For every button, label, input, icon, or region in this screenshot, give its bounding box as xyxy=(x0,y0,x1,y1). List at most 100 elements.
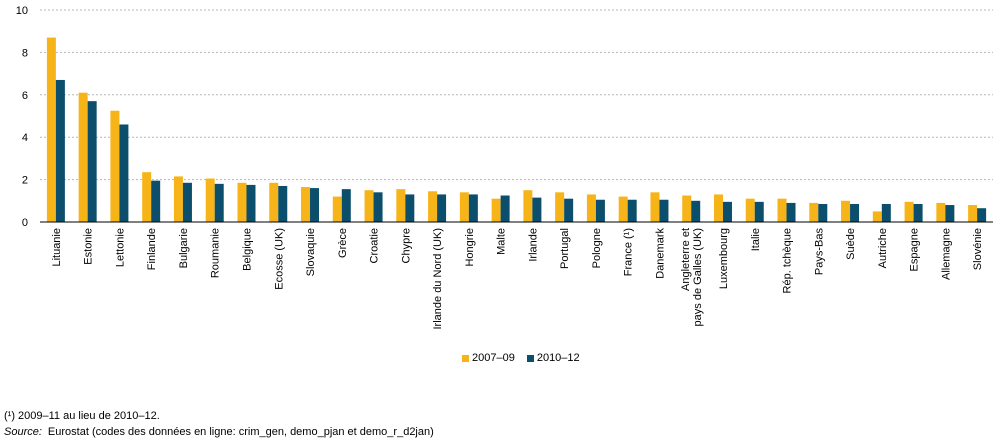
x-tick-label: Croatie xyxy=(369,228,381,263)
legend-item-series-2: 2010–12 xyxy=(526,352,580,364)
x-tick-label-line: Croatie xyxy=(369,228,381,263)
x-tick-label-line: Pologne xyxy=(591,228,603,268)
x-tick-label-text: Slovénie xyxy=(972,228,984,270)
x-tick-label-text: Finlande xyxy=(146,228,158,270)
bar-chart: 0 2 4 6 8 10 Lituanie Estonie Lettonie Finlande B… xyxy=(16,5,993,330)
bar-series-2 xyxy=(341,189,351,222)
x-tick-label: Autriche xyxy=(877,228,889,268)
x-tick-label-line: Slovénie xyxy=(972,228,984,270)
x-tick-label: Roumanie xyxy=(210,228,222,278)
x-tick-label: Luxembourg xyxy=(718,228,730,289)
bar-series-2 xyxy=(437,194,447,222)
x-tick-label: Allemagne xyxy=(940,228,952,280)
x-tick-label-text: Hongrie xyxy=(464,228,476,267)
bar-series-1 xyxy=(777,198,787,222)
bar-series-1 xyxy=(396,189,406,222)
x-tick-label-line: Angleterre et xyxy=(680,228,692,291)
x-tick-label: France (¹) xyxy=(623,228,635,276)
bars xyxy=(46,37,987,223)
y-tick-label: 4 xyxy=(22,132,28,144)
bar-series-2 xyxy=(468,194,478,222)
x-tick-label-text: Slovaquie xyxy=(305,228,317,276)
legend-label-series-2: 2010–12 xyxy=(536,352,580,364)
x-tick-label-line: Slovaquie xyxy=(305,228,317,276)
bar-series-1 xyxy=(428,191,438,222)
y-tick-label: 10 xyxy=(16,5,28,17)
x-tick-label-line: Pays-Bas xyxy=(813,228,825,276)
x-tick-label: Finlande xyxy=(146,228,158,270)
x-tick-label: Portugal xyxy=(559,228,571,269)
x-axis-labels: Lituanie Estonie Lettonie Finlande Bulgarie R… xyxy=(51,228,984,330)
bar-series-1 xyxy=(618,196,628,222)
y-tick-label: 8 xyxy=(22,47,28,59)
bar-series-1 xyxy=(269,182,279,222)
bar-series-2 xyxy=(627,199,637,222)
bar-series-2 xyxy=(564,198,574,222)
x-tick-label-line: Lituanie xyxy=(51,228,63,267)
bar-series-1 xyxy=(459,192,469,222)
bar-series-1 xyxy=(237,182,247,222)
y-tick-label: 6 xyxy=(22,90,28,102)
y-tick-label: 2 xyxy=(22,175,28,187)
bar-series-1 xyxy=(968,205,978,222)
legend: 2007–09 2010–12 xyxy=(462,352,580,364)
x-tick-label-text: Lituanie xyxy=(51,228,63,267)
x-tick-label: Slovaquie xyxy=(305,228,317,276)
x-tick-label-text: Bulgarie xyxy=(178,228,190,268)
x-tick-label-text: Malte xyxy=(496,228,508,255)
bar-series-1 xyxy=(205,178,215,222)
x-tick-label: Danemark xyxy=(654,228,666,279)
x-tick-label-line: Hongrie xyxy=(464,228,476,267)
x-tick-label-line: Belgique xyxy=(241,228,253,271)
bar-series-1 xyxy=(841,200,851,222)
legend-label-series-1: 2007–09 xyxy=(472,352,515,364)
x-tick-label-line: Autriche xyxy=(877,228,889,268)
bar-series-2 xyxy=(754,201,764,222)
x-tick-label-line: Estonie xyxy=(83,228,95,265)
bar-series-2 xyxy=(500,195,510,222)
x-tick-label: Pologne xyxy=(591,228,603,268)
x-tick-label-text: Belgique xyxy=(241,228,253,271)
source-text: Eurostat (codes des données en ligne: cr… xyxy=(47,426,434,438)
x-tick-label-text: Italie xyxy=(750,228,762,251)
y-axis-ticks: 0 2 4 6 8 10 xyxy=(16,5,28,229)
x-tick-label: Chypre xyxy=(400,228,412,263)
bar-series-2 xyxy=(818,203,828,222)
x-tick-label-text: Grèce xyxy=(337,228,349,258)
x-tick-label-text: France (¹) xyxy=(623,228,635,276)
bar-series-1 xyxy=(745,198,755,222)
x-tick-label-text: Allemagne xyxy=(940,228,952,280)
x-tick-label-line: Suède xyxy=(845,228,857,260)
x-tick-label-text: Rép. tchèque xyxy=(782,228,794,293)
x-tick-label-text: Ecosse (UK) xyxy=(273,228,285,290)
bar-series-2 xyxy=(659,199,669,222)
bar-series-1 xyxy=(872,211,882,222)
x-tick-label: Espagne xyxy=(909,228,921,271)
bar-series-1 xyxy=(364,190,374,222)
footnote: (¹) 2009–11 au lieu de 2010–12. xyxy=(4,410,160,422)
legend-item-series-1: 2007–09 xyxy=(462,352,515,364)
bar-series-2 xyxy=(310,188,320,222)
bar-series-1 xyxy=(555,192,565,222)
x-tick-label-text: Chypre xyxy=(400,228,412,263)
x-tick-label-text: Roumanie xyxy=(210,228,222,278)
x-tick-label-line: Finlande xyxy=(146,228,158,270)
x-tick-label-line: Rép. tchèque xyxy=(782,228,794,293)
bar-series-1 xyxy=(110,110,120,222)
bar-series-1 xyxy=(713,194,723,222)
bar-series-2 xyxy=(278,185,288,222)
x-tick-label-line: Portugal xyxy=(559,228,571,269)
bar-series-1 xyxy=(332,196,342,222)
x-tick-label-line: Lettonie xyxy=(114,228,126,267)
x-tick-label: Irlande xyxy=(527,228,539,262)
x-tick-label: Pays-Bas xyxy=(813,228,825,276)
x-tick-label-line: Italie xyxy=(750,228,762,251)
x-tick-label-text: Lettonie xyxy=(114,228,126,267)
x-tick-label: Suède xyxy=(845,228,857,260)
x-tick-label-line: Chypre xyxy=(400,228,412,263)
x-tick-label-line: Malte xyxy=(496,228,508,255)
x-tick-label: Bulgarie xyxy=(178,228,190,268)
x-tick-label-text: Danemark xyxy=(654,228,666,279)
bar-series-2 xyxy=(850,203,860,222)
x-tick-label-line: Allemagne xyxy=(940,228,952,280)
